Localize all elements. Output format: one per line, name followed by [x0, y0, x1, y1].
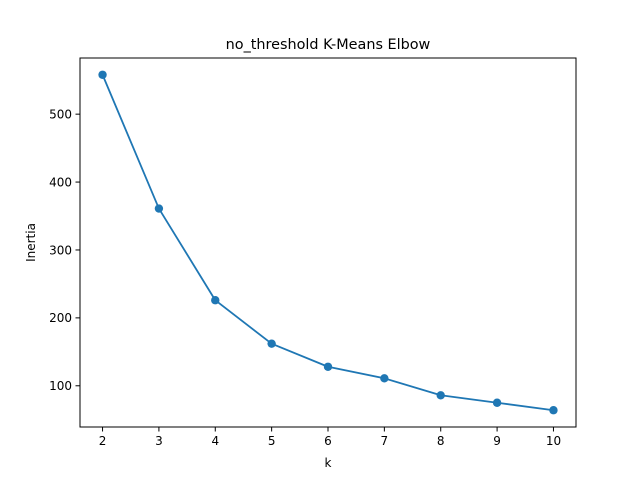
data-point-k2 — [98, 70, 107, 79]
x-tick-label: 2 — [99, 434, 107, 448]
data-point-k5 — [267, 339, 276, 348]
data-point-k3 — [154, 204, 164, 213]
data-point-k8 — [436, 391, 445, 400]
x-tick-label: 7 — [381, 434, 389, 448]
data-point-k9 — [492, 398, 502, 407]
y-axis: 100 200 300 400 500 — [49, 107, 80, 393]
x-tick-label: 3 — [155, 434, 163, 448]
y-tick-label: 400 — [49, 175, 72, 189]
y-tick-label: 100 — [49, 379, 72, 393]
y-tick-label: 300 — [49, 243, 72, 257]
x-tick-label: 4 — [211, 434, 219, 448]
x-tick-label: 5 — [268, 434, 276, 448]
x-tick-label: 9 — [493, 434, 501, 448]
x-axis: 2 3 4 5 6 7 8 9 10 — [99, 427, 561, 448]
data-point-k10 — [549, 406, 558, 415]
data-point-k6 — [323, 362, 333, 371]
data-point-k7 — [380, 374, 389, 383]
series-layer — [98, 70, 558, 415]
y-tick-label: 500 — [49, 107, 72, 121]
chart-title: no_threshold K-Means Elbow — [226, 37, 431, 53]
x-tick-label: 10 — [546, 434, 561, 448]
x-axis-label: k — [325, 456, 332, 470]
y-axis-label: Inertia — [24, 223, 38, 262]
data-point-k4 — [211, 296, 220, 305]
x-tick-label: 6 — [324, 434, 332, 448]
x-tick-label: 8 — [437, 434, 445, 448]
y-tick-label: 200 — [49, 311, 72, 325]
